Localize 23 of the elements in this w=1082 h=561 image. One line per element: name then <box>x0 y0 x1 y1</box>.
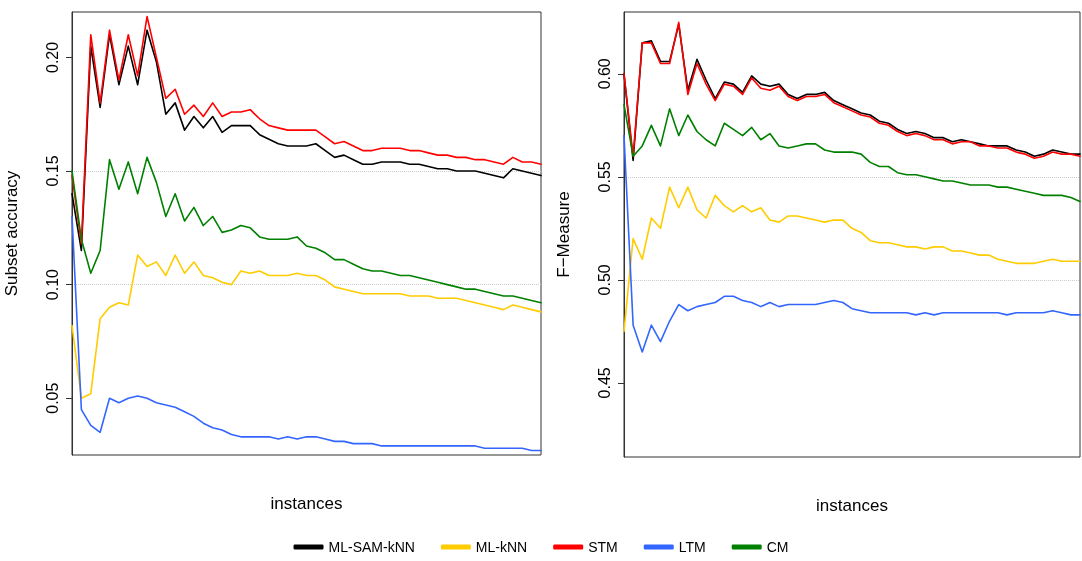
y-tick-label: 0.45 <box>595 367 613 399</box>
y-tick-label: 0.15 <box>43 155 61 187</box>
legend-label: STM <box>588 539 618 555</box>
y-tick-label: 0.10 <box>43 268 61 301</box>
y-tick-label: 0.55 <box>595 161 613 193</box>
line-series <box>623 103 1081 203</box>
line-series <box>71 254 542 400</box>
y-tick-label: 0.50 <box>595 264 613 296</box>
legend-label: ML-kNN <box>475 539 528 555</box>
line-series <box>623 186 1081 333</box>
legend-label: ML-SAM-kNN <box>328 539 415 555</box>
legend-label: LTM <box>678 539 706 555</box>
y-axis-title: Subset accuracy <box>2 170 21 297</box>
y-axis-title: F−Measure <box>554 191 573 278</box>
legend-label: CM <box>766 539 789 555</box>
y-tick-label: 0.60 <box>595 58 613 90</box>
x-axis-title: instances <box>270 494 343 513</box>
x-axis-title: instances <box>816 496 888 515</box>
line-series <box>71 156 542 304</box>
y-tick-label: 0.20 <box>43 41 61 74</box>
y-tick-label: 0.05 <box>43 382 61 414</box>
line-series <box>71 215 542 452</box>
line-series <box>623 134 1081 353</box>
